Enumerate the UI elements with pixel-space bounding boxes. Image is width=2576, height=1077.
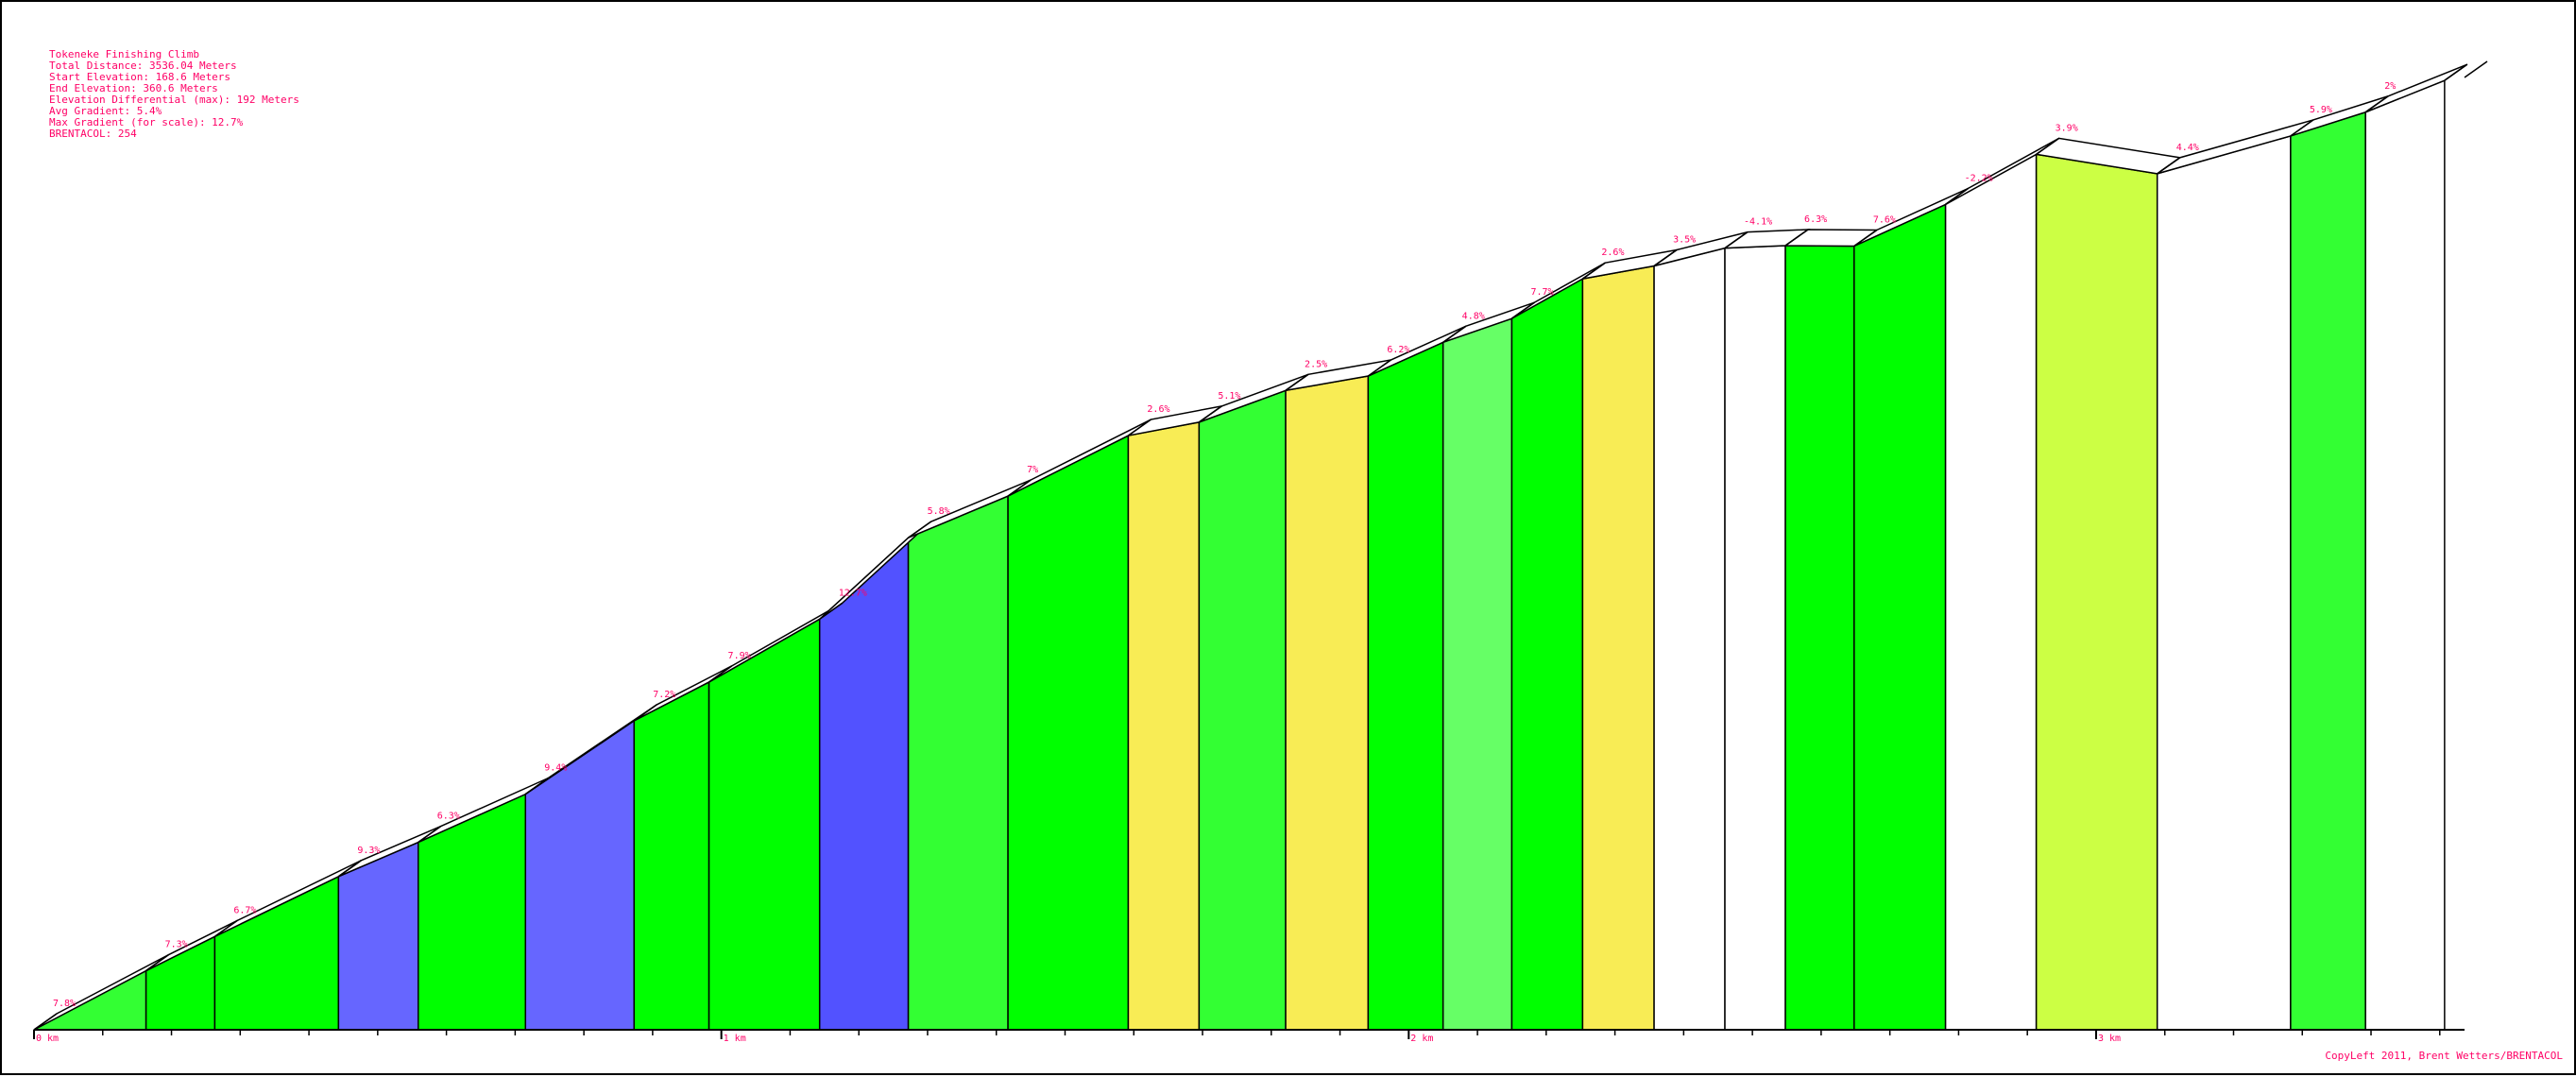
climb-info-panel: Tokeneke Finishing Climb Total Distance:… (49, 49, 299, 140)
gradient-label: 7% (1027, 465, 1038, 475)
axis-km-label: 0 km (36, 1034, 59, 1044)
climb-title: Tokeneke Finishing Climb (49, 48, 199, 60)
segment-fill (818, 536, 910, 1031)
band-divider (145, 953, 170, 972)
gradient-label: 6.3% (1804, 214, 1827, 225)
band-divider (2290, 119, 2314, 137)
gradient-label: 7.2% (653, 690, 675, 700)
start-elevation-text: Start Elevation: 168.6 Meters (49, 71, 231, 83)
segment-fill (1127, 420, 1201, 1031)
band-divider (418, 825, 442, 844)
band-divider (1127, 419, 1152, 436)
segment-fill (1653, 247, 1726, 1031)
gradient-label: 7.6% (1873, 215, 1896, 226)
segment-fill (2290, 111, 2366, 1031)
gradient-label: 7.3% (165, 940, 188, 950)
segment-fill (1367, 341, 1444, 1031)
brentacol-text: BRENTACOL: 254 (49, 128, 137, 140)
distance-axis: 0 km 1 km 2 km 3 km (33, 1029, 2465, 1044)
end-elevation-text: End Elevation: 360.6 Meters (49, 82, 218, 94)
segment-fill (1853, 203, 1947, 1031)
band-divider (1367, 359, 1391, 377)
gradient-label: 2% (2384, 81, 2396, 92)
gradient-label: 5.8% (928, 506, 950, 517)
segment-fill (1285, 375, 1370, 1031)
segment-dividers (33, 60, 2488, 1031)
gradient-label: 3.5% (1673, 235, 1696, 246)
segment-fill (524, 719, 635, 1031)
gradient-label: 2.6% (1147, 404, 1169, 415)
segment-fill (2156, 134, 2292, 1031)
band-divider (1198, 405, 1222, 423)
segment-fill (1581, 265, 1655, 1031)
band-divider (1007, 479, 1032, 497)
gradient-label: 6.3% (437, 812, 460, 822)
segment-fill (1724, 245, 1786, 1031)
band-divider (1653, 248, 1678, 267)
gradient-label: 7.9% (728, 651, 751, 661)
segment-fill (1007, 434, 1130, 1031)
gradient-label: -2.2% (1965, 173, 1993, 183)
band-divider (524, 778, 549, 795)
band-divider (633, 704, 657, 722)
band-divider (1511, 301, 1535, 319)
gradient-label: 9.4% (544, 763, 567, 774)
band-divider (2036, 137, 2060, 155)
band-divider (2444, 63, 2468, 81)
band-divider (213, 919, 238, 937)
segment-fill (633, 680, 710, 1031)
axis-km-label: 3 km (2098, 1034, 2121, 1044)
axis-km-label: 2 km (1410, 1034, 1433, 1044)
band-divider (1581, 262, 1606, 280)
gradient-label: 7.8% (53, 999, 76, 1009)
band-divider (1784, 229, 1809, 247)
gradient-labels: 7.8% 7.3% 6.7% 9.3% 6.3% 9.4% 7.2% 7.9% 12.7% 5.8… (53, 81, 2396, 1009)
band-divider (1285, 373, 1309, 391)
band-divider (2464, 60, 2488, 78)
band-divider (2157, 157, 2181, 175)
band-divider (1945, 187, 1970, 206)
segment-fill (1198, 389, 1287, 1031)
band-divider (337, 860, 362, 878)
gradient-label: 9.3% (357, 846, 380, 856)
band-divider (1724, 231, 1749, 249)
segment-fill (213, 875, 340, 1031)
gradient-label: 6.2% (1387, 345, 1409, 355)
segment-fills (33, 79, 2446, 1031)
band-divider (1442, 325, 1467, 343)
segment-fill (907, 494, 1009, 1031)
gradient-label: 4.8% (1462, 311, 1485, 321)
band-divider (819, 602, 844, 620)
gradient-label: 3.9% (2056, 123, 2078, 133)
gradient-label: 12.7% (839, 588, 867, 598)
gradient-label: 5.1% (1218, 391, 1240, 402)
segment-fill (708, 618, 821, 1031)
segment-fill (2035, 153, 2158, 1031)
segment-fill (1442, 317, 1513, 1031)
total-distance-text: Total Distance: 3536.04 Meters (49, 60, 237, 72)
band-divider (2364, 95, 2389, 113)
max-gradient-text: Max Gradient (for scale): 12.7% (49, 116, 244, 128)
band-divider (708, 665, 732, 683)
band-divider (908, 521, 932, 538)
gradient-label: 4.4% (2176, 143, 2199, 153)
segment-fill (2364, 79, 2446, 1031)
copyright-text: CopyLeft 2011, Brent Wetters/BRENTACOL (2325, 1050, 2563, 1062)
segment-fill (1784, 245, 1855, 1031)
gradient-label: 2.5% (1305, 359, 1327, 369)
axis-km-label: 1 km (724, 1034, 746, 1044)
band-divider (33, 1013, 58, 1031)
avg-gradient-text: Avg Gradient: 5.4% (49, 105, 162, 117)
segment-fill (1510, 277, 1584, 1031)
elevation-differential-text: Elevation Differential (max): 192 Meters (49, 94, 299, 106)
band-divider (1853, 229, 1878, 248)
gradient-label: 6.7% (233, 905, 256, 915)
gradient-label: 2.6% (1601, 248, 1624, 258)
segment-fill (1944, 153, 2038, 1031)
gradient-label: -4.1% (1744, 217, 1772, 228)
gradient-label: 7.7% (1530, 287, 1553, 298)
gradient-label: 5.9% (2310, 105, 2332, 115)
